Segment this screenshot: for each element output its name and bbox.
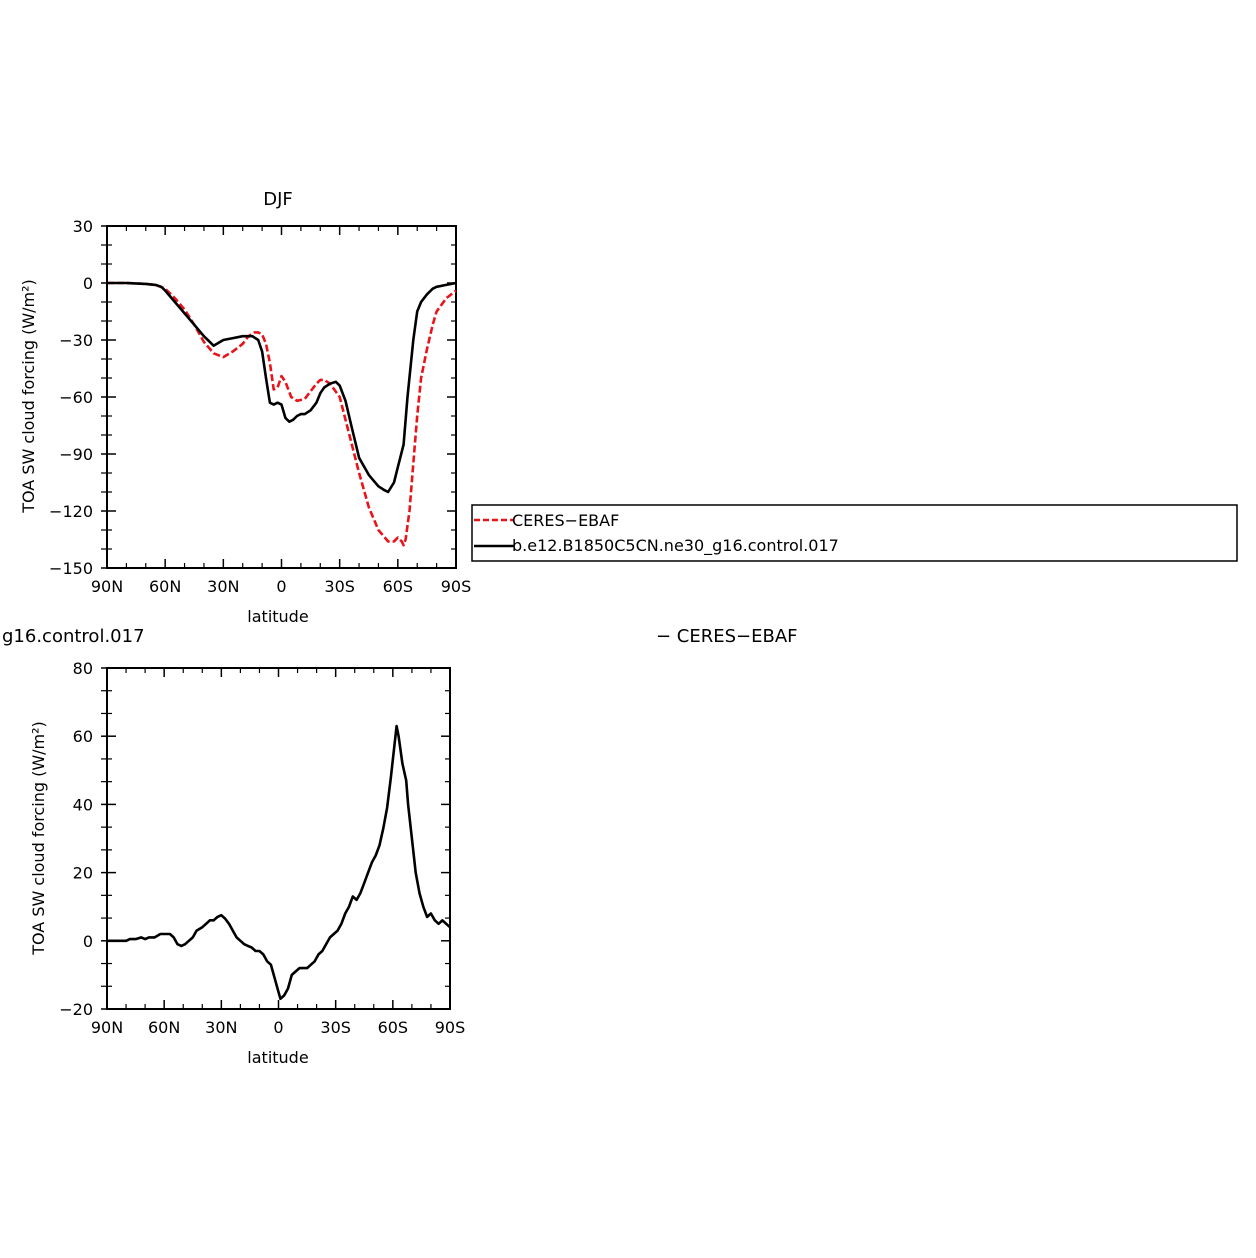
x-tick-label: 0 [273,1018,283,1037]
y-tick-label: −20 [59,1000,93,1019]
y-axis-title: TOA SW cloud forcing (W/m²) [19,279,38,514]
panel-djf: DJF 90N 60N 30N 0 30S 60S 90S 30 0 −30 −60 −90 −120 −… [19,189,471,626]
y-tick-label: −90 [59,445,93,464]
panel-title-left: g16.control.017 [2,626,145,647]
legend: CERES−EBAF b.e12.B1850C5CN.ne30_g16.cont… [471,504,1238,562]
panel-title-right: − CERES−EBAF [656,626,798,647]
plot-area: 90N 60N 30N 0 30S 60S 90S 80 60 40 20 0 −20 [59,659,465,1037]
x-tick-label: 0 [276,577,286,596]
y-tick-label: 20 [73,864,93,883]
series-line [107,281,457,547]
y-tick-label: −30 [59,331,93,350]
x-tick-label: 90N [91,577,123,596]
x-tick-label: 90N [91,1018,123,1037]
y-tick-label: −60 [59,388,93,407]
x-tick-label: 90S [441,577,472,596]
y-tick-label: −120 [49,502,93,521]
x-tick-label: 60N [149,577,181,596]
x-tick-label: 90S [435,1018,466,1037]
plot-frame [106,225,457,569]
legend-label-ceres: CERES−EBAF [512,511,619,530]
panel-difference: g16.control.017 − CERES−EBAF 90N 60N 30N 0 3… [2,626,798,1067]
panel-title: DJF [263,189,293,210]
y-tick-label: −150 [49,559,93,578]
y-tick-label: 30 [73,217,93,236]
y-tick-label: 60 [73,727,93,746]
x-axis-title: latitude [247,607,308,626]
legend-label-model: b.e12.B1850C5CN.ne30_g16.control.017 [512,536,839,556]
y-tick-label: 0 [83,932,93,951]
x-tick-label: 30N [207,577,239,596]
x-tick-label: 60S [383,577,414,596]
x-tick-label: 60N [148,1018,180,1037]
plot-frame [106,667,451,1010]
y-tick-label: 0 [83,274,93,293]
y-tick-label: 40 [73,795,93,814]
y-tick-label: 80 [73,659,93,678]
legend-box [471,504,1238,562]
plot-area: 90N 60N 30N 0 30S 60S 90S 30 0 −30 −60 −90 −120 −150 [49,217,471,596]
x-tick-label: 30S [324,577,355,596]
series-line [107,724,451,1001]
x-tick-label: 30S [320,1018,351,1037]
x-axis-title: latitude [247,1048,308,1067]
x-tick-label: 60S [378,1018,409,1037]
y-axis-title: TOA SW cloud forcing (W/m²) [29,721,48,956]
x-tick-label: 30N [205,1018,237,1037]
series-line [107,281,457,494]
